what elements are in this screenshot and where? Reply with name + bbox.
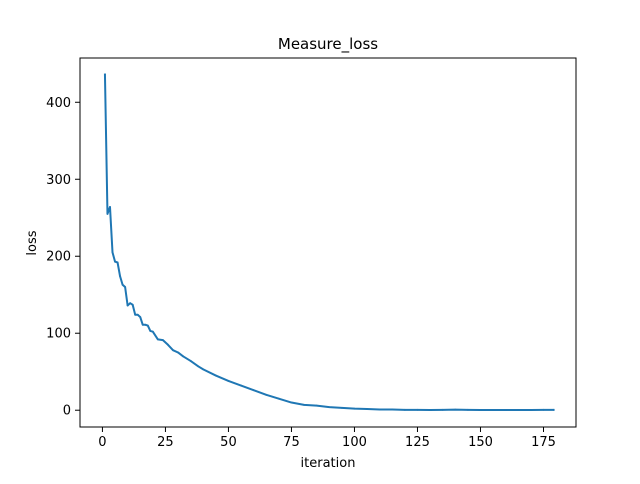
loss-data-point — [552, 408, 555, 411]
loss-data-point — [353, 407, 356, 410]
loss-data-point — [172, 349, 174, 352]
y-tick-label: 300 — [46, 173, 71, 188]
loss-data-point — [378, 408, 381, 411]
loss-data-point — [167, 343, 169, 346]
loss-data-point — [151, 330, 154, 333]
loss-data-point — [290, 401, 293, 404]
loss-data-point — [454, 408, 457, 411]
loss-data-point — [126, 304, 129, 307]
x-tick-label: 25 — [157, 435, 174, 450]
y-tick-label: 400 — [46, 96, 71, 111]
x-axis: 0 25 50 75 100 125 150 175 — [98, 427, 556, 450]
loss-data-point — [124, 286, 127, 288]
y-axis-label: loss — [25, 230, 40, 255]
loss-data-point — [240, 384, 242, 387]
loss-data-point — [479, 409, 482, 411]
y-axis: 0 100 200 300 400 — [46, 96, 80, 419]
loss-data-point — [391, 408, 394, 411]
loss-data-point — [131, 303, 134, 306]
loss-data-point — [303, 403, 305, 406]
x-tick-label: 50 — [220, 435, 237, 450]
loss-data-point — [202, 368, 205, 371]
loss-data-point — [504, 409, 507, 411]
loss-data-point — [529, 409, 532, 411]
loss-data-point — [144, 323, 147, 326]
loss-data-point — [104, 73, 106, 76]
loss-data-point — [328, 406, 331, 409]
loss-data-point — [492, 409, 494, 411]
x-axis-label: iteration — [301, 456, 356, 471]
loss-data-point — [111, 251, 114, 254]
loss-data-point — [403, 408, 406, 411]
loss-data-point — [114, 260, 116, 263]
plot-frame — [79, 57, 577, 428]
loss-data-point — [252, 389, 255, 392]
loss-data-point — [141, 323, 144, 326]
loss-data-point — [517, 409, 520, 411]
loss-data-point — [315, 404, 318, 407]
x-tick-label: 175 — [531, 435, 556, 450]
y-tick-label: 100 — [46, 327, 71, 342]
x-tick-label: 0 — [98, 435, 106, 450]
loss-data-point — [156, 338, 159, 341]
x-tick-label: 100 — [342, 435, 367, 450]
x-tick-label: 75 — [283, 435, 300, 450]
x-tick-label: 150 — [468, 435, 493, 450]
loss-data-point — [109, 206, 111, 208]
loss-data-point — [146, 324, 149, 327]
loss-data-point — [129, 302, 132, 305]
loss-data-point — [542, 408, 545, 411]
x-tick-label: 125 — [405, 435, 430, 450]
loss-data-point — [466, 408, 469, 411]
loss-data-point — [227, 380, 230, 382]
loss-data-point — [441, 408, 444, 411]
loss-data-point — [265, 393, 268, 396]
loss-data-point — [121, 283, 124, 286]
loss-data-point — [116, 261, 119, 264]
loss-data-point — [189, 360, 192, 362]
y-tick-label: 0 — [63, 404, 71, 419]
loss-data-point — [197, 365, 200, 368]
plot-layer — [103, 73, 555, 411]
loss-data-point — [177, 351, 179, 354]
loss-data-point — [340, 407, 343, 409]
loss-data-point — [162, 339, 164, 342]
y-tick-label: 200 — [46, 250, 71, 265]
loss-data-point — [149, 330, 152, 332]
loss-data-point — [214, 374, 217, 377]
chart-title: Measure_loss — [278, 35, 378, 54]
loss-data-point — [139, 316, 142, 318]
loss-data-point — [119, 275, 121, 278]
loss-data-point — [416, 408, 419, 411]
loss-data-point — [136, 313, 139, 316]
loss-data-point — [429, 409, 431, 411]
loss-data-point — [134, 313, 137, 316]
loss-data-point — [277, 397, 280, 400]
loss-data-point — [366, 408, 368, 410]
loss-data-point — [182, 355, 184, 358]
loss-data-point — [106, 213, 109, 215]
